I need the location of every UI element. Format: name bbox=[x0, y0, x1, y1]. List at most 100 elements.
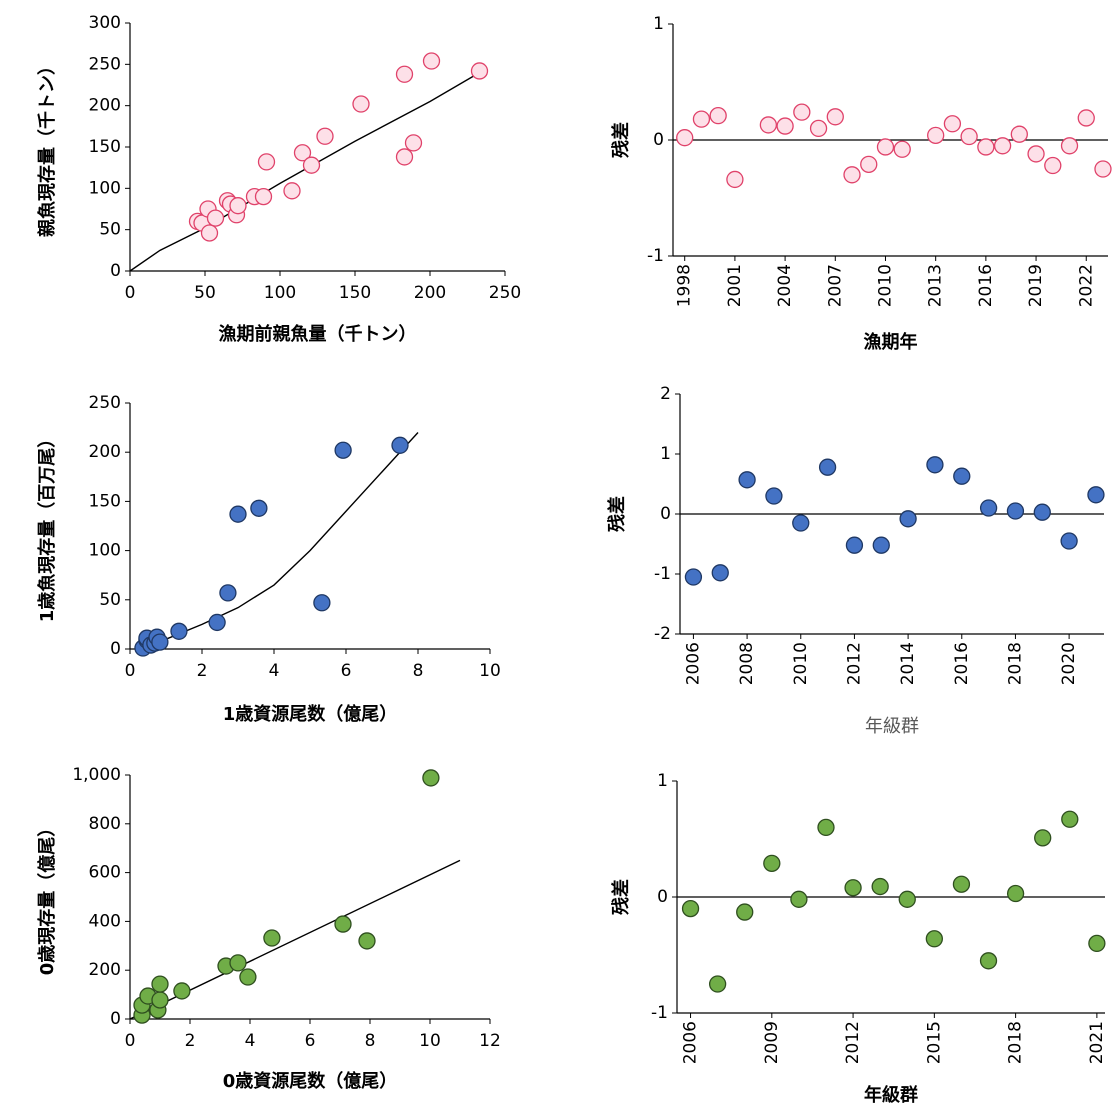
point bbox=[817, 818, 835, 837]
y-axis-title: 残差 bbox=[606, 496, 628, 532]
point bbox=[208, 613, 226, 632]
x-tick-label: 2016 bbox=[976, 264, 996, 307]
y-tick-label: 250 bbox=[89, 54, 121, 74]
point bbox=[404, 134, 423, 152]
x-tick-label: 2 bbox=[197, 661, 208, 681]
point bbox=[206, 209, 225, 227]
point bbox=[229, 505, 247, 523]
y-tick-label: -1 bbox=[647, 246, 664, 266]
y-tick-label: 2 bbox=[660, 384, 671, 404]
x-tick-label: 2010 bbox=[875, 264, 895, 307]
x-axis-title: 漁期年 bbox=[864, 331, 918, 353]
y-tick-label: 1 bbox=[653, 14, 664, 34]
y-tick-label: 150 bbox=[89, 491, 121, 511]
y-tick-label: 1 bbox=[657, 771, 668, 791]
x-tick-label: 0 bbox=[125, 1031, 136, 1051]
point bbox=[239, 968, 257, 986]
point bbox=[229, 197, 247, 215]
point bbox=[219, 584, 237, 602]
x-tick-label: 2009 bbox=[762, 1021, 782, 1064]
point bbox=[871, 877, 889, 896]
point bbox=[1044, 156, 1062, 175]
y-tick-label: 150 bbox=[89, 137, 121, 157]
point bbox=[254, 187, 273, 206]
x-tick-label: 2 bbox=[185, 1031, 196, 1051]
x-tick-label: 0 bbox=[125, 661, 136, 681]
point bbox=[352, 95, 370, 113]
point bbox=[684, 568, 703, 586]
x-tick-label: 2004 bbox=[775, 264, 795, 307]
y-tick-label: -1 bbox=[654, 564, 671, 584]
y-tick-label: 100 bbox=[89, 541, 121, 561]
point bbox=[283, 182, 301, 200]
y-tick-label: 250 bbox=[89, 393, 121, 413]
point bbox=[926, 456, 944, 474]
point bbox=[960, 127, 978, 146]
point bbox=[313, 594, 331, 612]
x-tick-label: 2007 bbox=[825, 264, 845, 307]
x-tick-label: 150 bbox=[339, 283, 371, 303]
y-tick-label: 200 bbox=[89, 960, 121, 980]
y-axis-title: 残差 bbox=[610, 879, 632, 915]
x-axis-title: 漁期前親魚量（千トン） bbox=[219, 323, 417, 345]
y-tick-label: 0 bbox=[110, 639, 121, 659]
y-tick-label: 0 bbox=[660, 504, 671, 524]
point bbox=[200, 224, 219, 242]
x-axis-title: 年級群 bbox=[864, 1084, 918, 1106]
point bbox=[1060, 532, 1078, 550]
point bbox=[943, 115, 962, 133]
point bbox=[1006, 502, 1025, 520]
point bbox=[1094, 160, 1112, 178]
x-tick-label: 2008 bbox=[737, 642, 757, 685]
x-tick-label: 8 bbox=[365, 1031, 376, 1051]
point bbox=[993, 137, 1012, 155]
point bbox=[1061, 810, 1079, 828]
point bbox=[302, 156, 321, 174]
y-tick-label: 0 bbox=[110, 261, 121, 281]
point bbox=[979, 952, 998, 970]
point bbox=[860, 155, 878, 174]
x-tick-label: 2006 bbox=[683, 642, 703, 685]
x-tick-label: 2006 bbox=[681, 1021, 701, 1064]
point bbox=[1077, 109, 1095, 127]
x-tick-label: 2020 bbox=[1059, 642, 1079, 685]
y-tick-label: -1 bbox=[651, 1003, 668, 1023]
point bbox=[692, 110, 711, 128]
point bbox=[676, 129, 694, 147]
x-axis-title: 1歳資源尾数（億尾） bbox=[223, 703, 398, 725]
point bbox=[151, 975, 169, 993]
point bbox=[263, 929, 281, 947]
point bbox=[893, 140, 911, 158]
point bbox=[872, 536, 890, 554]
y-tick-label: 600 bbox=[89, 863, 121, 883]
x-tick-label: 2012 bbox=[843, 1021, 863, 1064]
point bbox=[681, 899, 700, 918]
point bbox=[979, 499, 998, 517]
x-tick-label: 200 bbox=[414, 283, 446, 303]
point bbox=[257, 153, 276, 171]
point bbox=[793, 103, 811, 121]
point bbox=[977, 138, 995, 156]
x-tick-label: 2018 bbox=[1006, 1021, 1026, 1064]
x-tick-label: 250 bbox=[489, 283, 521, 303]
point bbox=[250, 499, 268, 517]
point bbox=[708, 975, 727, 993]
point bbox=[709, 106, 727, 125]
y-axis-title: 1歳魚現存量（百万尾） bbox=[36, 430, 58, 623]
point bbox=[395, 148, 414, 166]
point bbox=[358, 932, 376, 950]
point bbox=[170, 622, 188, 640]
point bbox=[391, 436, 409, 454]
point bbox=[792, 514, 810, 532]
point bbox=[1060, 137, 1079, 155]
point bbox=[229, 954, 247, 972]
point bbox=[395, 65, 414, 83]
point bbox=[1088, 934, 1106, 953]
point bbox=[293, 144, 312, 162]
point bbox=[845, 536, 864, 554]
fit-line bbox=[140, 432, 419, 647]
x-tick-label: 2018 bbox=[1005, 642, 1025, 685]
point bbox=[809, 119, 828, 138]
point bbox=[470, 62, 489, 80]
point bbox=[1034, 829, 1052, 847]
